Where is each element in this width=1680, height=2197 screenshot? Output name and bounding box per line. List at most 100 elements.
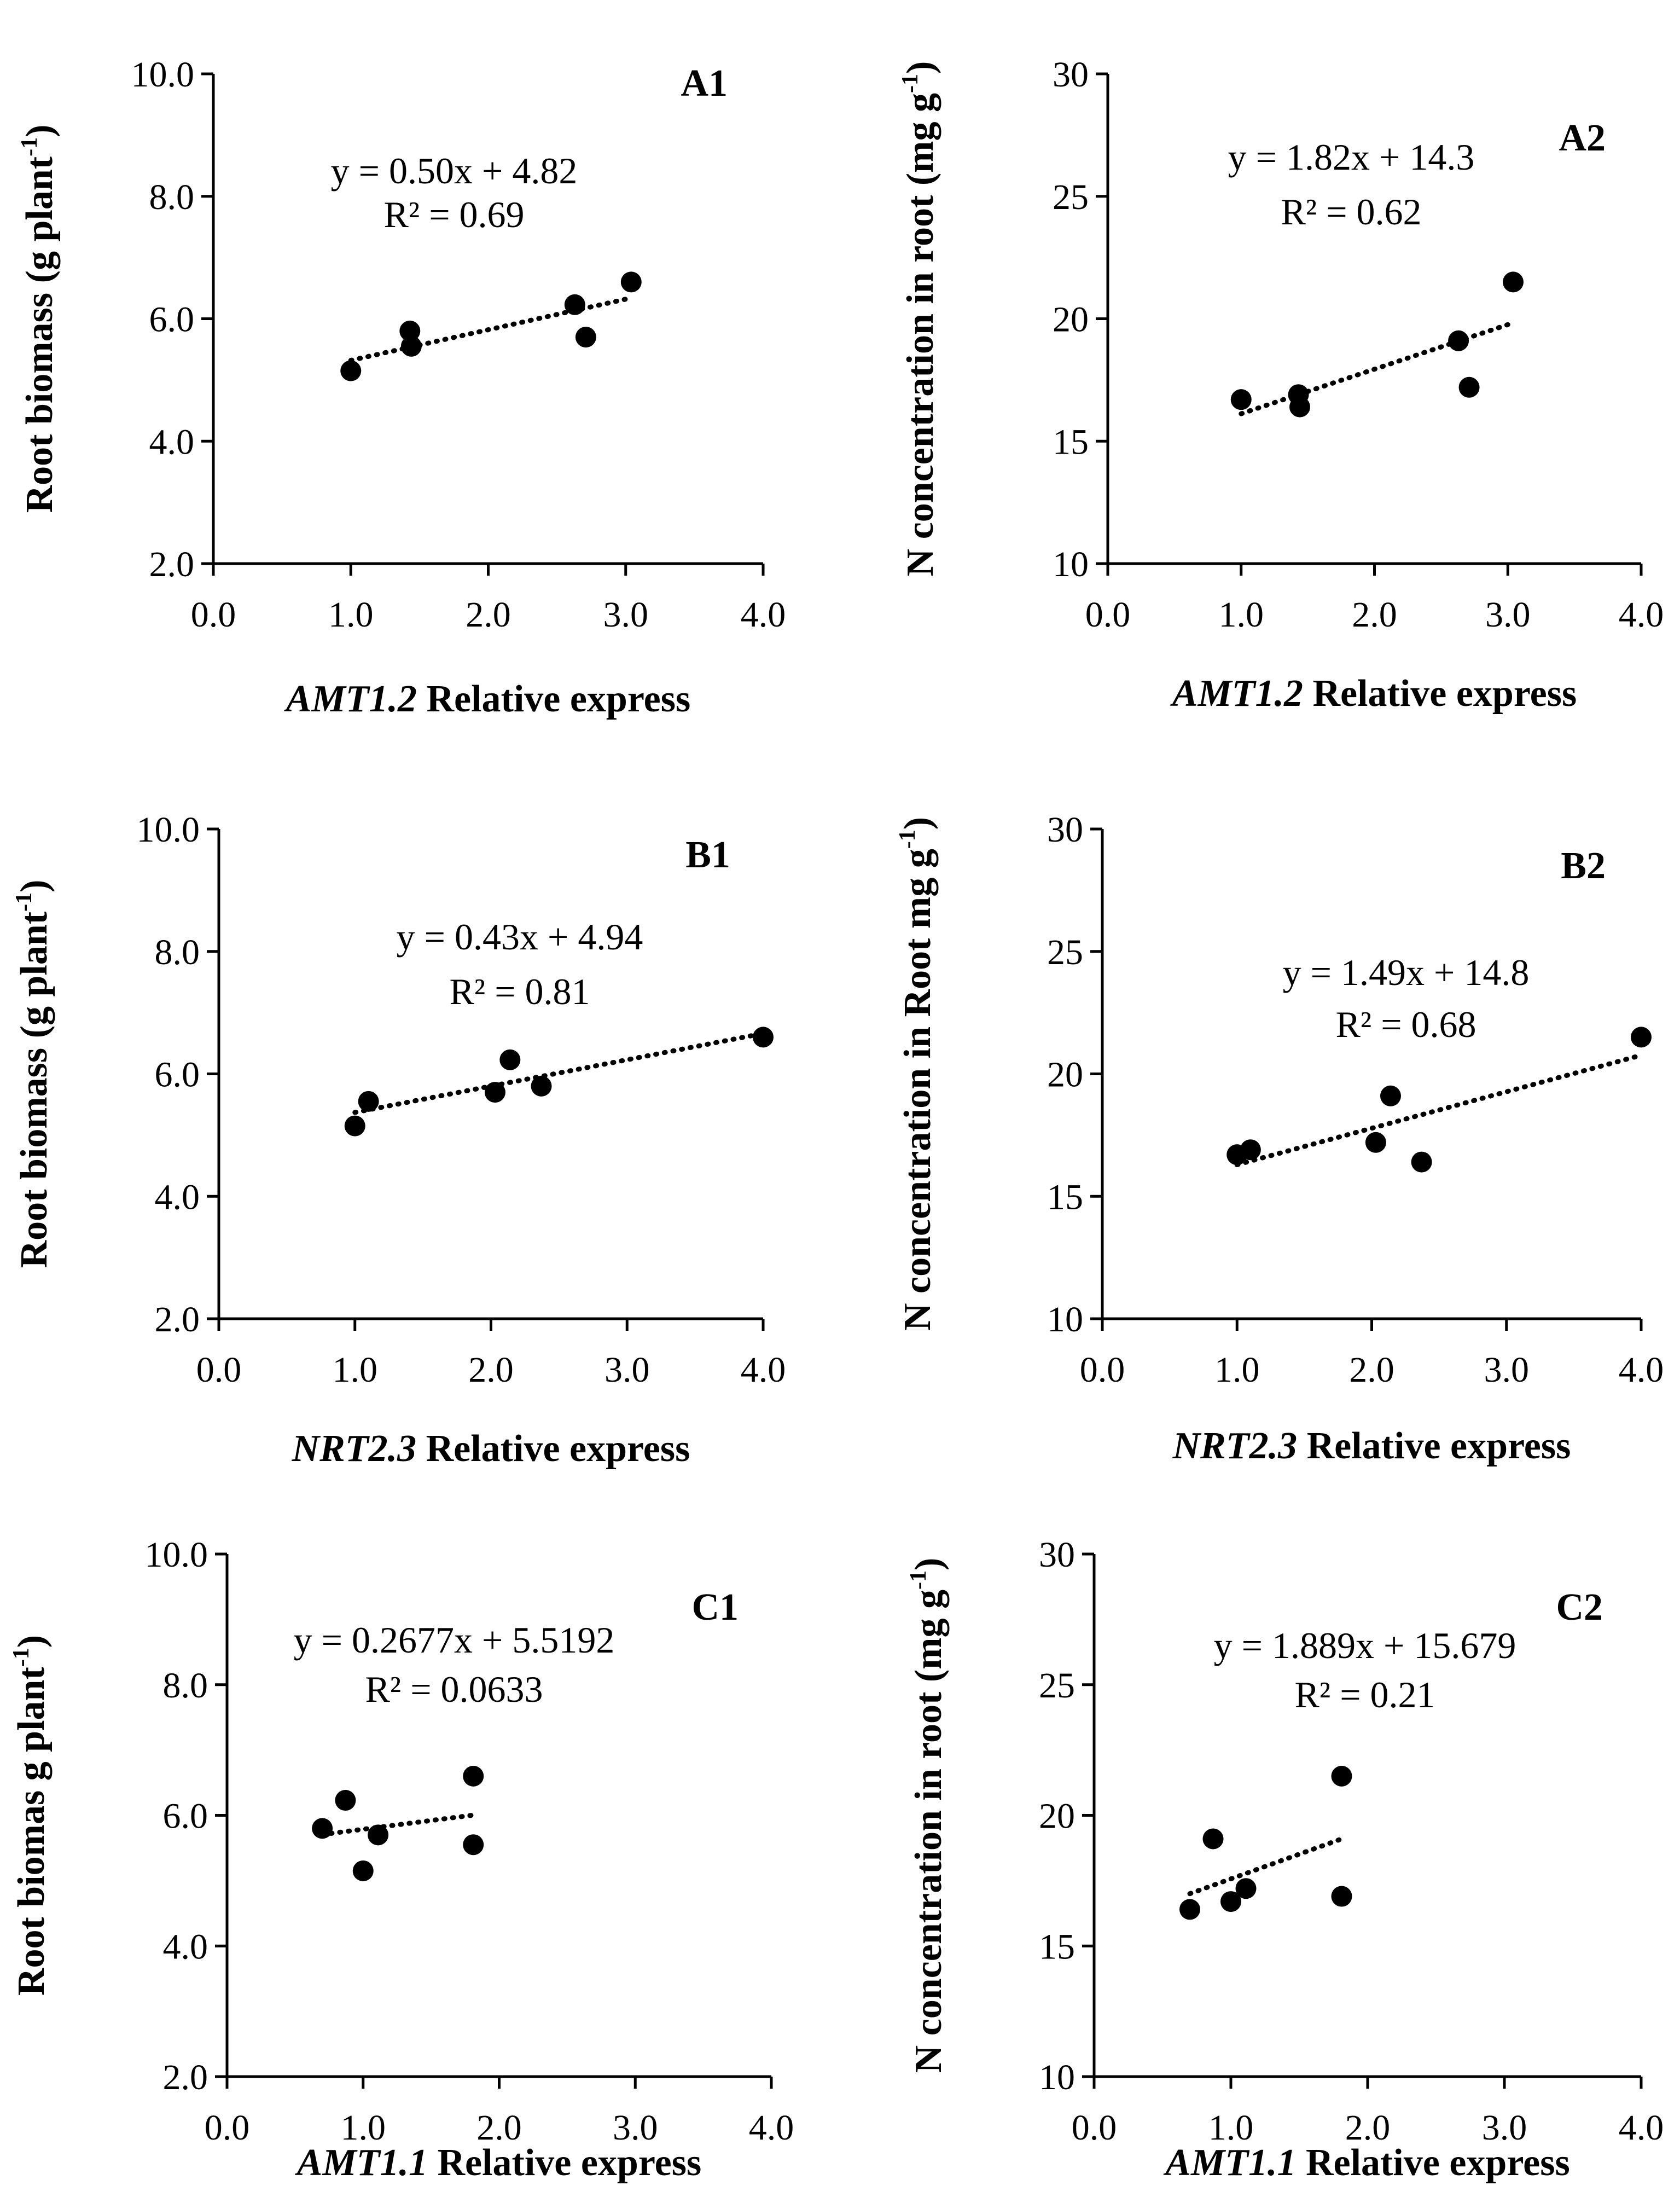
r-squared-label: R² = 0.0633: [365, 1668, 543, 1710]
y-tick-label: 30: [1047, 810, 1083, 850]
x-tick-label: 1.0: [1219, 595, 1264, 635]
regression-equation: y = 0.50x + 4.82: [331, 150, 578, 192]
y-axis-title-tail: ): [13, 880, 55, 892]
y-tick-label: 6.0: [155, 1055, 200, 1095]
chart-panel-b2: 0.0 1.0 2.0 3.0 4.0 10 15 20 25 30 B2 y = 1.49x + 1…: [895, 810, 1664, 1467]
y-axis-title: N concentration in root (mg g-1): [906, 1558, 950, 2073]
y-axis-title: Root biomass (g plant-1): [17, 125, 61, 513]
x-tick-label: 4.0: [1619, 1350, 1664, 1390]
x-axis-title: AMT1.1 Relative express: [1163, 2142, 1569, 2184]
data-point: [340, 360, 362, 381]
regression-equation: y = 0.43x + 4.94: [397, 916, 643, 958]
x-tick-label: 2.0: [1349, 1350, 1394, 1390]
trendline: [1239, 320, 1516, 416]
y-tick-label: 25: [1053, 177, 1089, 217]
chart-panel-c1: 0.0 1.0 2.0 3.0 4.0 2.0 4.0 6.0 8.0 10.0 C1 y = 0.2…: [9, 1535, 794, 2184]
y-tick-label: 10: [1039, 2057, 1075, 2097]
data-point: [368, 1824, 389, 1846]
chart-panel-a2: 0.0 1.0 2.0 3.0 4.0 10 15 20 25 30 A2 y = 1.82x + 1…: [898, 55, 1664, 715]
y-axis-title-superscript: -1: [906, 1570, 931, 1590]
x-tick-label: 3.0: [604, 1350, 650, 1390]
x-tick-label: 0.0: [1080, 1350, 1125, 1390]
x-axis-title-rest: Relative express: [1296, 2142, 1569, 2184]
x-tick-label: 3.0: [613, 2108, 658, 2148]
y-axis-title-tail: ): [897, 817, 939, 830]
y-tick-label: 8.0: [149, 177, 195, 217]
x-tick-label: 3.0: [603, 595, 649, 635]
y-tick-label: 30: [1039, 1535, 1075, 1575]
y-axis-title-superscript: -1: [11, 892, 37, 912]
y-axis-title-main: N concentration in root (mg g: [899, 93, 941, 576]
data-point: [1220, 1891, 1241, 1912]
data-point: [1458, 376, 1480, 398]
x-tick-label: 0.0: [205, 2108, 250, 2148]
data-point: [1365, 1132, 1386, 1153]
y-tick-label: 8.0: [163, 1666, 208, 1706]
x-tick-label: 4.0: [741, 595, 786, 635]
trendline: [1234, 1052, 1644, 1168]
x-axis-title-rest: Relative express: [1297, 1425, 1571, 1467]
data-point: [1289, 396, 1310, 418]
r-squared-label: R² = 0.21: [1294, 1674, 1435, 1715]
chart-panel-c2: 0.0 1.0 2.0 3.0 4.0 10 15 20 25 30 C2 y = 1.889x + …: [906, 1535, 1664, 2184]
data-point: [1331, 1765, 1352, 1787]
gene-name: AMT1.2: [1170, 673, 1303, 715]
data-point: [352, 1860, 374, 1881]
data-point: [1631, 1027, 1652, 1048]
gene-name: AMT1.1: [295, 2142, 428, 2184]
x-tick-label: 1.0: [333, 1350, 378, 1390]
y-tick-label: 4.0: [155, 1177, 200, 1217]
chart-panel-a1: 0.0 1.0 2.0 3.0 4.0 2.0 4.0 6.0 8.0 10.0 A1 y = 0.5…: [17, 55, 786, 720]
y-tick-label: 15: [1047, 1177, 1083, 1217]
x-tick-label: 2.0: [466, 595, 511, 635]
regression-equation: y = 0.2677x + 5.5192: [294, 1619, 615, 1661]
y-tick-label: 8.0: [155, 932, 200, 972]
x-axis-title-rest: Relative express: [1303, 673, 1577, 715]
data-point: [1235, 1878, 1257, 1899]
regression-equation: y = 1.82x + 14.3: [1228, 136, 1475, 178]
data-point: [1380, 1085, 1401, 1106]
data-point: [344, 1115, 365, 1137]
data-point: [1448, 330, 1469, 351]
data-point: [1240, 1139, 1261, 1161]
y-tick-label: 10.0: [137, 810, 200, 850]
y-tick-label: 20: [1047, 1055, 1083, 1095]
x-axis-title: AMT1.1 Relative express: [295, 2142, 701, 2184]
data-point: [1202, 1828, 1224, 1850]
y-axis-title-main: N concentration in Root mg g: [897, 849, 939, 1331]
data-point: [335, 1790, 356, 1811]
data-point: [620, 271, 642, 293]
regression-equation: y = 1.889x + 15.679: [1214, 1625, 1516, 1666]
y-tick-label: 6.0: [163, 1796, 208, 1836]
x-tick-label: 0.0: [1085, 595, 1131, 635]
y-axis-title-main: Root biomas g plant: [10, 1667, 53, 1996]
y-axis-title-main: Root biomass (g plant: [19, 156, 61, 513]
y-axis-title-main: Root biomass (g plant: [13, 912, 55, 1268]
x-axis-title: NRT2.3 Relative express: [1172, 1425, 1571, 1467]
y-axis-title: Root biomas g plant-1): [9, 1635, 53, 1996]
y-tick-label: 30: [1053, 55, 1089, 95]
x-tick-label: 3.0: [1482, 2108, 1527, 2148]
y-tick-label: 10.0: [145, 1535, 208, 1575]
y-axis-title-tail: ): [10, 1635, 53, 1648]
chart-panel-b1: 0.0 1.0 2.0 3.0 4.0 2.0 4.0 6.0 8.0 10.0 B1 y = 0.4…: [11, 810, 786, 1470]
x-tick-label: 1.0: [1208, 2108, 1254, 2148]
y-axis-title-superscript: -1: [17, 137, 42, 156]
trendline: [352, 1031, 766, 1115]
y-tick-label: 20: [1053, 300, 1089, 340]
gene-name: AMT1.1: [1163, 2142, 1296, 2184]
data-point: [1179, 1899, 1200, 1920]
x-tick-label: 4.0: [741, 1350, 786, 1390]
x-tick-label: 3.0: [1485, 595, 1531, 635]
panel-label: A2: [1559, 117, 1606, 159]
y-axis-title-superscript: -1: [895, 830, 920, 849]
y-tick-label: 25: [1039, 1666, 1075, 1706]
x-tick-label: 1.0: [328, 595, 374, 635]
panel-label: C1: [691, 1586, 739, 1628]
x-tick-label: 4.0: [1619, 2108, 1664, 2148]
data-point: [1331, 1886, 1352, 1907]
y-tick-label: 15: [1053, 422, 1089, 462]
x-tick-label: 0.0: [196, 1350, 242, 1390]
r-squared-label: R² = 0.81: [449, 971, 590, 1012]
